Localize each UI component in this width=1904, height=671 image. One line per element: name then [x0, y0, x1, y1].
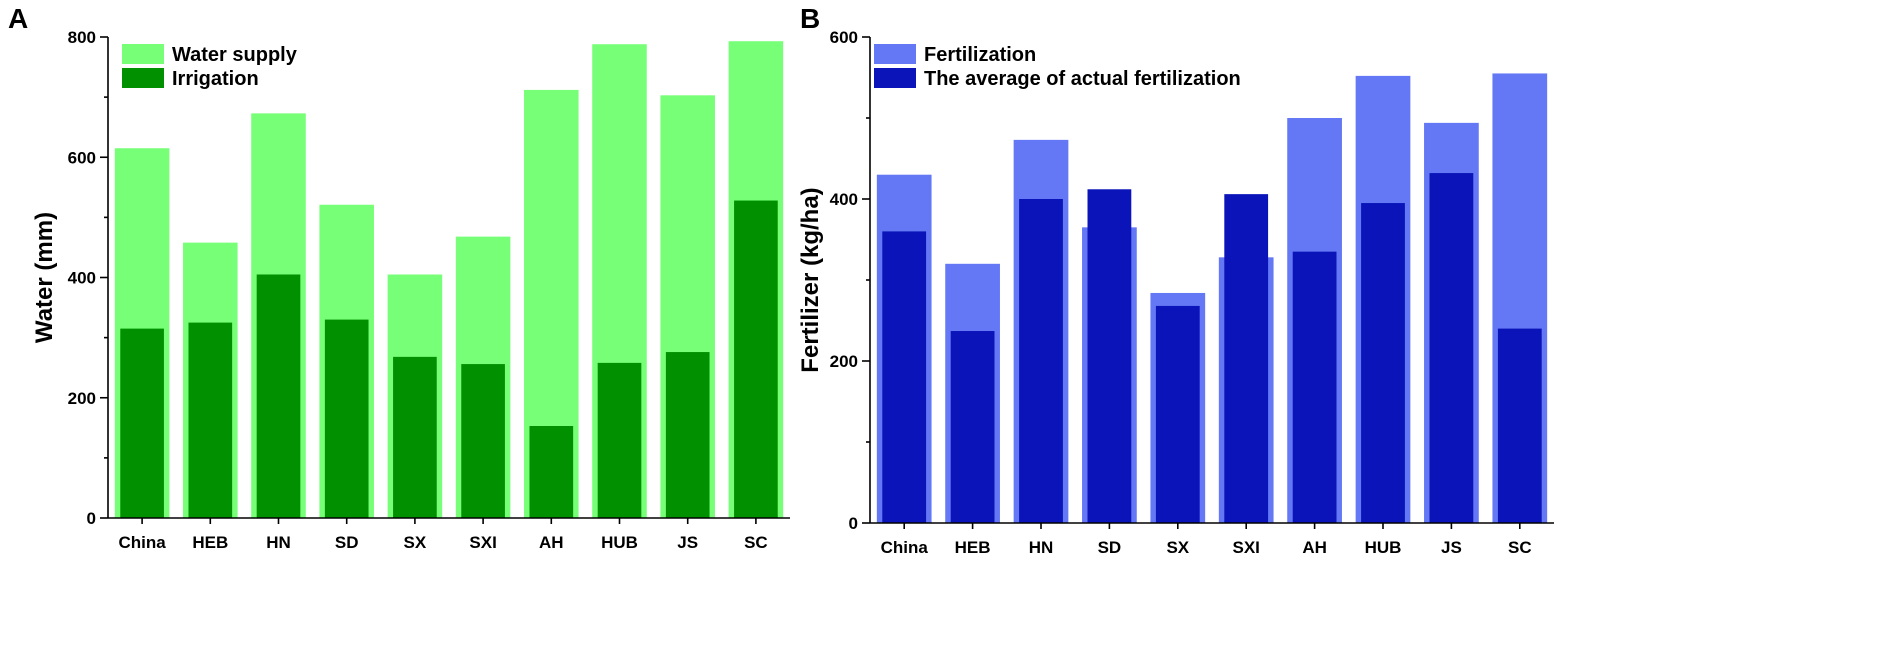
bar-secondary-sd: [1088, 189, 1132, 523]
legend-label: Irrigation: [172, 68, 259, 90]
x-tick-label: JS: [1441, 538, 1462, 557]
y-tick-label: 600: [68, 148, 96, 167]
bar-secondary-sxi: [461, 364, 505, 518]
x-tick-label: SX: [1166, 538, 1189, 557]
figure: 0 200 400 600 800 China HEB HN SD SX SXI AH HUB JS SC W…: [0, 0, 1904, 671]
x-tick-label: SXI: [469, 533, 496, 552]
x-tick-label: HUB: [601, 533, 638, 552]
bar-secondary-hn: [1019, 199, 1063, 523]
x-tick-label: China: [118, 533, 166, 552]
bar-secondary-sc: [734, 201, 778, 518]
x-tick-label: SXI: [1232, 538, 1259, 557]
legend-swatch: [874, 44, 916, 64]
legend-swatch: [122, 68, 164, 88]
bar-secondary-ah: [529, 426, 573, 518]
x-tick-label: SD: [1098, 538, 1122, 557]
chart-panel-a: 0 200 400 600 800 China HEB HN SD SX SXI AH HUB JS SC W…: [8, 3, 790, 552]
legend-swatch: [874, 68, 916, 88]
x-tick-label: HEB: [192, 533, 228, 552]
x-tick-label: AH: [1302, 538, 1327, 557]
panel-letter: A: [8, 3, 28, 34]
bar-secondary-hub: [598, 363, 642, 518]
bar-secondary-hn: [257, 274, 301, 518]
bar-secondary-sx: [1156, 306, 1200, 523]
bar-secondary-sx: [393, 357, 437, 518]
x-tick-label: AH: [539, 533, 564, 552]
bar-secondary-js: [666, 352, 710, 518]
bar-secondary-ah: [1293, 252, 1337, 523]
bar-secondary-china: [120, 329, 164, 518]
bar-secondary-china: [882, 231, 926, 523]
legend-label: The average of actual fertilization: [924, 68, 1241, 90]
x-tick-label: SX: [404, 533, 427, 552]
bar-secondary-heb: [188, 323, 232, 518]
y-axis-title: Fertilizer (kg/ha): [797, 187, 824, 372]
x-tick-label: HN: [1029, 538, 1054, 557]
x-tick-label: HUB: [1365, 538, 1402, 557]
y-tick-label: 600: [830, 28, 858, 47]
panel-letter: B: [800, 3, 820, 34]
bar-secondary-js: [1430, 173, 1474, 523]
x-tick-label: SC: [1508, 538, 1532, 557]
bar-secondary-sc: [1498, 329, 1542, 523]
x-tick-label: HN: [266, 533, 291, 552]
bar-secondary-sd: [325, 320, 369, 518]
x-tick-label: JS: [677, 533, 698, 552]
bar-secondary-heb: [951, 331, 995, 523]
y-tick-label: 200: [68, 389, 96, 408]
x-tick-label: SC: [744, 533, 768, 552]
chart-panel-b: 0 200 400 600 China HEB HN SD SX SXI AH HUB JS SC Fert…: [797, 3, 1554, 557]
y-tick-label: 400: [830, 190, 858, 209]
legend-label: Fertilization: [924, 44, 1036, 66]
x-tick-label: HEB: [955, 538, 991, 557]
x-tick-label: China: [881, 538, 929, 557]
legend-swatch: [122, 44, 164, 64]
y-tick-label: 400: [68, 269, 96, 288]
legend-label: Water supply: [172, 44, 298, 66]
y-tick-label: 800: [68, 28, 96, 47]
bar-secondary-sxi: [1224, 194, 1268, 523]
y-tick-label: 0: [87, 509, 96, 528]
y-tick-label: 0: [849, 514, 858, 533]
bar-secondary-hub: [1361, 203, 1405, 523]
y-tick-label: 200: [830, 352, 858, 371]
y-axis-title: Water (mm): [31, 212, 58, 343]
x-tick-label: SD: [335, 533, 359, 552]
